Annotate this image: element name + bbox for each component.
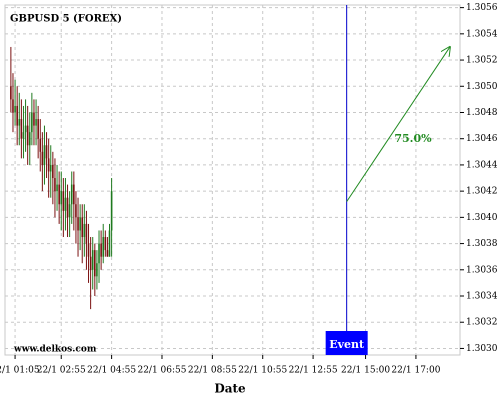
y-tick-label: 1.3056	[466, 3, 498, 13]
x-tick-label: 22/1 04:55	[87, 366, 136, 376]
body	[26, 125, 29, 146]
y-tick-label: 1.3052	[466, 56, 498, 66]
x-tick-label: 22/1 17:00	[391, 366, 440, 376]
forecast-label: 75.0%	[394, 132, 432, 145]
body	[87, 243, 90, 257]
body	[52, 164, 54, 179]
body	[41, 151, 44, 165]
event-box	[325, 331, 368, 355]
body	[37, 119, 39, 139]
x-tick-label: 22/1 01:05	[0, 366, 40, 376]
body	[47, 158, 50, 172]
y-tick-label: 1.3048	[466, 108, 498, 118]
body	[100, 243, 102, 257]
body	[98, 243, 100, 264]
body	[62, 191, 65, 211]
body	[60, 191, 63, 205]
body	[77, 217, 79, 231]
body	[28, 132, 31, 146]
chart-title: GBPUSD 5 (FOREX)	[10, 14, 122, 25]
body	[68, 204, 71, 218]
body	[43, 145, 46, 165]
body	[56, 184, 58, 192]
body	[110, 191, 113, 231]
body	[75, 204, 77, 218]
x-tick-label: 22/1 02:55	[37, 366, 86, 376]
y-tick-label: 1.3040	[466, 213, 498, 223]
watermark: www.delkos.com	[13, 345, 97, 355]
body	[94, 250, 96, 277]
x-tick-label: 22/1 10:55	[238, 366, 287, 376]
body	[31, 112, 33, 133]
body	[64, 197, 67, 211]
x-tick-label: 22/1 08:55	[188, 366, 237, 376]
y-tick-label: 1.3054	[466, 29, 498, 39]
body	[49, 164, 52, 172]
body	[18, 119, 21, 126]
y-tick-label: 1.3032	[466, 318, 498, 328]
plot-frame	[4, 4, 461, 356]
x-tick-label: 22/1 15:00	[341, 366, 390, 376]
x-tick-label: 22/1 06:55	[137, 366, 186, 376]
y-tick-label: 1.3038	[466, 239, 498, 249]
y-tick-label: 1.3044	[466, 160, 498, 170]
body	[45, 145, 48, 159]
forecast-arrow	[346, 47, 450, 202]
body	[85, 223, 88, 244]
body	[70, 184, 73, 205]
body	[58, 184, 60, 205]
y-tick-label: 1.3030	[466, 344, 498, 354]
body	[10, 86, 12, 100]
y-tick-label: 1.3050	[466, 82, 498, 92]
body	[104, 237, 107, 251]
body	[83, 223, 86, 238]
y-tick-label: 1.3036	[466, 265, 498, 275]
body	[79, 217, 81, 231]
body	[108, 230, 111, 257]
body	[35, 119, 37, 126]
body	[39, 138, 42, 152]
x-axis-label: Date	[214, 382, 246, 396]
body	[22, 132, 25, 139]
x-tick-label: 22/1 12:55	[289, 366, 338, 376]
body	[24, 125, 27, 133]
body	[89, 256, 92, 270]
body	[73, 184, 75, 205]
body	[16, 105, 18, 126]
body	[81, 217, 84, 238]
event-label: Event	[329, 338, 365, 351]
body	[14, 105, 16, 113]
body	[20, 119, 23, 139]
body	[102, 237, 105, 257]
body	[91, 250, 94, 270]
y-tick-label: 1.3042	[466, 187, 498, 197]
body	[54, 178, 56, 192]
body	[33, 112, 35, 126]
body	[66, 197, 69, 218]
body	[106, 250, 109, 257]
body	[96, 263, 98, 277]
body	[12, 99, 14, 113]
marks	[10, 5, 450, 355]
y-tick-label: 1.3046	[466, 134, 498, 144]
y-tick-label: 1.3034	[466, 292, 498, 302]
